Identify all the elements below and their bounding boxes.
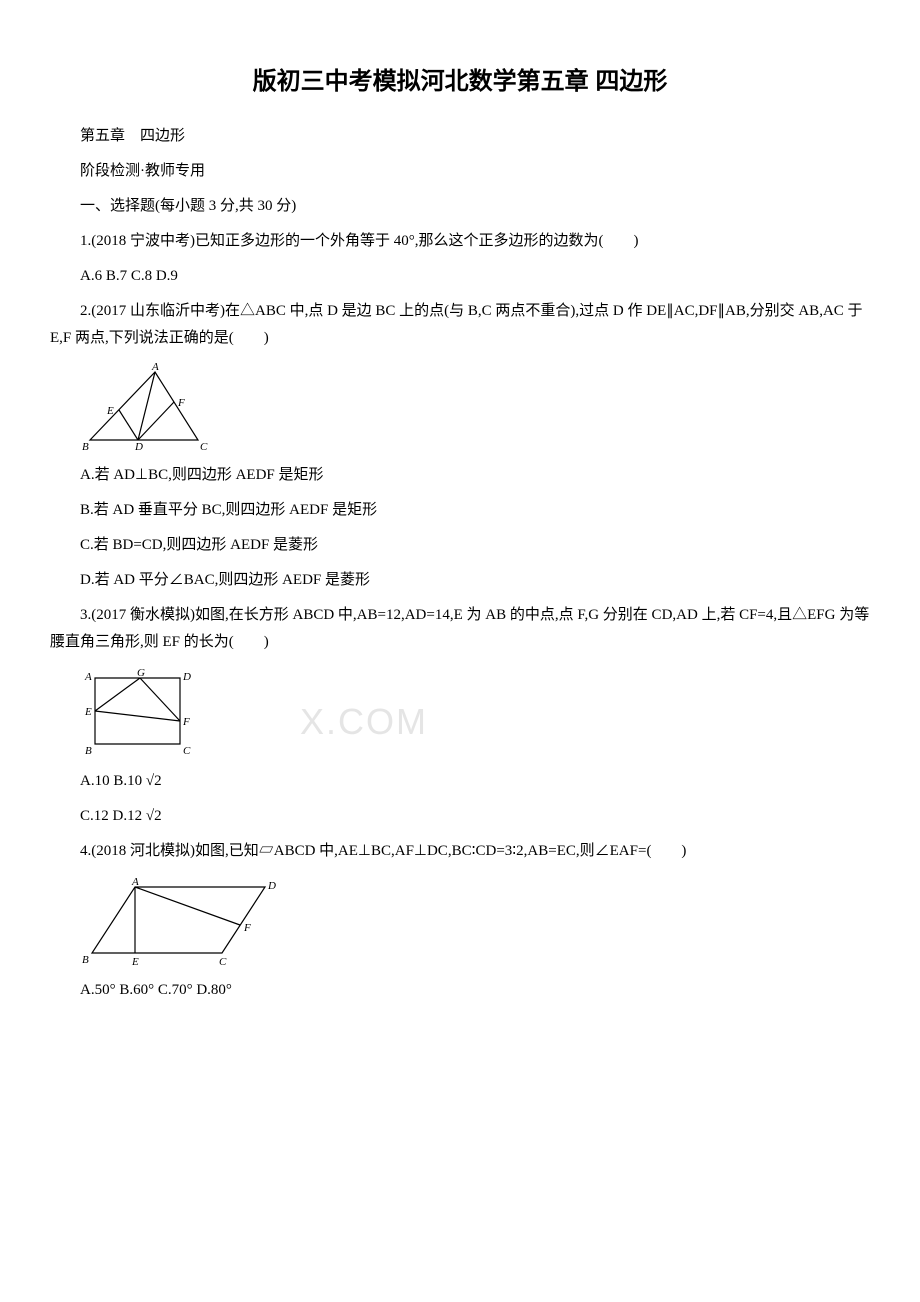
q3-cd-sqrt: √2 bbox=[146, 808, 162, 824]
svg-text:B: B bbox=[85, 745, 92, 757]
q4-figure-svg: A D B C E F bbox=[80, 875, 280, 967]
q3-text: 3.(2017 衡水模拟)如图,在长方形 ABCD 中,AB=12,AD=14,… bbox=[50, 602, 870, 656]
q3-figure-svg: A D B C E G F bbox=[80, 666, 200, 758]
svg-text:E: E bbox=[131, 956, 139, 967]
q4-text: 4.(2018 河北模拟)如图,已知▱ABCD 中,AE⊥BC,AF⊥DC,BC… bbox=[50, 838, 870, 865]
q2-figure: A B C D E F bbox=[80, 362, 870, 452]
q2-option-d: D.若 AD 平分∠BAC,则四边形 AEDF 是菱形 bbox=[50, 567, 870, 594]
q2-option-c: C.若 BD=CD,则四边形 AEDF 是菱形 bbox=[50, 532, 870, 559]
svg-text:E: E bbox=[106, 405, 114, 417]
q1-options: A.6 B.7 C.8 D.9 bbox=[50, 263, 870, 290]
q3-options-ab: A.10 B.10 √2 bbox=[50, 768, 870, 795]
svg-text:D: D bbox=[134, 441, 143, 452]
svg-text:A: A bbox=[151, 362, 159, 373]
q2-option-a: A.若 AD⊥BC,则四边形 AEDF 是矩形 bbox=[50, 462, 870, 489]
q4-figure: A D B C E F bbox=[80, 875, 870, 967]
q1-text: 1.(2018 宁波中考)已知正多边形的一个外角等于 40°,那么这个正多边形的… bbox=[50, 228, 870, 255]
svg-text:A: A bbox=[131, 876, 139, 888]
section-heading: 阶段检测·教师专用 bbox=[50, 158, 870, 185]
svg-text:B: B bbox=[82, 954, 89, 966]
svg-text:A: A bbox=[84, 671, 92, 683]
svg-text:C: C bbox=[200, 441, 208, 452]
svg-text:D: D bbox=[182, 671, 191, 683]
q3-cd-prefix: C.12 D.12 bbox=[80, 808, 142, 824]
svg-text:E: E bbox=[84, 706, 92, 718]
svg-text:D: D bbox=[267, 880, 276, 892]
part-heading: 一、选择题(每小题 3 分,共 30 分) bbox=[50, 193, 870, 220]
q2-option-b: B.若 AD 垂直平分 BC,则四边形 AEDF 是矩形 bbox=[50, 497, 870, 524]
q2-figure-svg: A B C D E F bbox=[80, 362, 210, 452]
q3-options-cd: C.12 D.12 √2 bbox=[50, 803, 870, 830]
document-title: 版初三中考模拟河北数学第五章 四边形 bbox=[50, 60, 870, 103]
q2-text: 2.(2017 山东临沂中考)在△ABC 中,点 D 是边 BC 上的点(与 B… bbox=[50, 298, 870, 352]
svg-text:G: G bbox=[137, 667, 145, 679]
q4-options: A.50° B.60° C.70° D.80° bbox=[50, 977, 870, 1004]
svg-text:F: F bbox=[182, 716, 190, 728]
q3-ab-prefix: A.10 B.10 bbox=[80, 773, 142, 789]
svg-text:F: F bbox=[177, 397, 185, 409]
svg-text:C: C bbox=[219, 956, 227, 967]
svg-text:C: C bbox=[183, 745, 191, 757]
svg-text:F: F bbox=[243, 922, 251, 934]
q3-ab-sqrt: √2 bbox=[146, 773, 162, 789]
chapter-heading: 第五章 四边形 bbox=[50, 123, 870, 150]
q3-figure: A D B C E G F bbox=[80, 666, 870, 758]
svg-text:B: B bbox=[82, 441, 89, 452]
